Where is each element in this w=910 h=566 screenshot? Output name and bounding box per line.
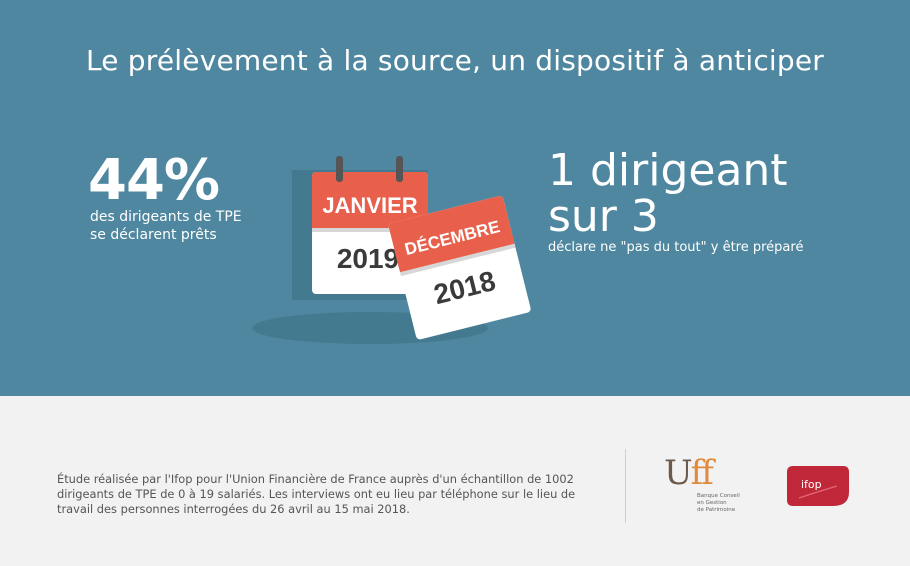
uff-logo-ff: ff (690, 453, 714, 493)
calendar-back-month: JANVIER (322, 193, 417, 218)
page-title: Le prélèvement à la source, un dispositi… (85, 44, 825, 77)
right-stat-line2: sur 3 (548, 191, 659, 242)
left-stat-value: 44% (88, 148, 220, 213)
uff-tagline-2: en Gestion (697, 500, 727, 506)
right-stat-value: 1 dirigeant sur 3 (548, 148, 788, 240)
uff-logo: Uff Banque Conseil en Gestion de Patrimo… (664, 453, 744, 523)
footer-divider (625, 449, 626, 523)
left-stat-line2: se déclarent prêts (90, 227, 217, 243)
left-stat-caption: des dirigeants de TPE se déclarent prêts (90, 208, 242, 244)
uff-tagline-3: de Patrimoine (697, 507, 736, 513)
calendar-front: DÉCEMBRE 2018 (388, 196, 531, 340)
uff-logo-u: U (664, 453, 693, 493)
uff-logo-mark: Uff (664, 453, 714, 493)
ifop-logo-shape (787, 466, 849, 506)
study-footnote: Étude réalisée par l'Ifop pour l'Union F… (57, 472, 576, 516)
right-stat-line1: 1 dirigeant (548, 145, 788, 196)
calendar-illustration: JANVIER 2019 DÉCEMBRE 2018 (252, 156, 531, 344)
uff-tagline-1: Banque Conseil (697, 493, 740, 499)
uff-logo-tagline: Banque Conseil en Gestion de Patrimoine (697, 493, 740, 514)
left-stat-line1: des dirigeants de TPE (90, 209, 242, 225)
ifop-logo: ifop (787, 462, 849, 508)
footer-area (0, 396, 910, 566)
right-stat-caption: déclare ne "pas du tout" y être préparé (548, 240, 804, 255)
ifop-logo-text: ifop (801, 478, 822, 491)
calendar-back-year: 2019 (337, 243, 399, 274)
